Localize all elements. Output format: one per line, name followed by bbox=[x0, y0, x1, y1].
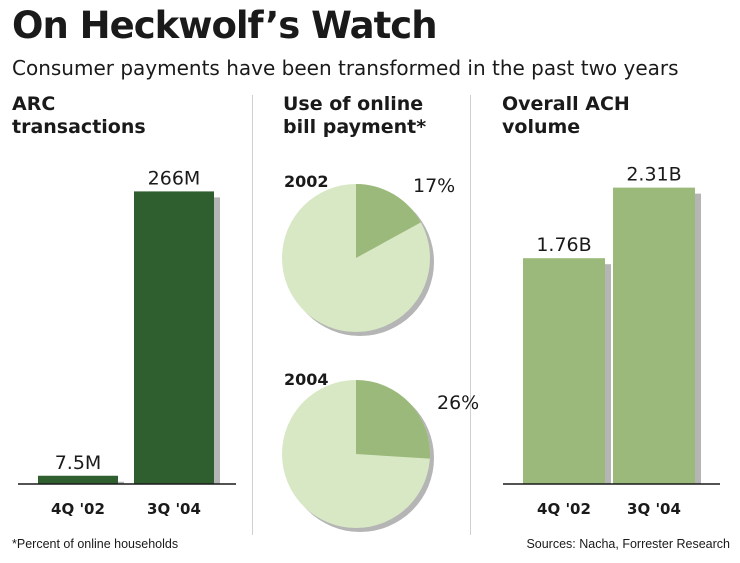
ach-category-label-2: 3Q '04 bbox=[627, 500, 681, 518]
ach-category-label-1: 4Q '02 bbox=[537, 500, 591, 518]
pie-2002-value-label: 17% bbox=[413, 175, 455, 197]
source-note: Sources: Nacha, Forrester Research bbox=[526, 537, 730, 551]
panel-divider-right bbox=[470, 95, 471, 535]
arc-value-label-2: 266M bbox=[148, 167, 201, 189]
arc-panel-title-line-2: transactions bbox=[12, 116, 146, 138]
arc-bar-2 bbox=[134, 191, 214, 484]
arc-value-label-1: 7.5M bbox=[55, 452, 102, 474]
pie-2004-value-label: 26% bbox=[437, 392, 479, 414]
pie-2004-slice bbox=[356, 380, 430, 459]
arc-panel-title-line-1: ARC bbox=[12, 93, 56, 115]
chart-subtitle: Consumer payments have been transformed … bbox=[12, 56, 679, 80]
arc-bar-1 bbox=[38, 475, 118, 484]
pie-2002-year-label: 2002 bbox=[284, 172, 329, 191]
ach-bar-2 bbox=[613, 187, 695, 485]
ach-value-label-2: 2.31B bbox=[626, 164, 681, 186]
arc-category-label-2: 3Q '04 bbox=[147, 500, 201, 518]
arc-panel-title: ARC transactions bbox=[12, 93, 172, 139]
ach-panel-title-line-2: volume bbox=[502, 116, 581, 138]
ach-bar-1 bbox=[523, 258, 605, 484]
pie-2002-slice bbox=[356, 184, 421, 258]
pie-2004-year-label: 2004 bbox=[284, 370, 329, 389]
ach-panel-title: Overall ACH volume bbox=[502, 93, 702, 139]
chart-title: On Heckwolf’s Watch bbox=[12, 4, 438, 47]
ach-value-label-1: 1.76B bbox=[536, 234, 591, 256]
ach-panel-title-line-1: Overall ACH bbox=[502, 93, 630, 115]
footnote: *Percent of online households bbox=[12, 537, 179, 551]
online-bill-panel-title-line-1: Use of online bbox=[283, 93, 424, 115]
arc-category-label-1: 4Q '02 bbox=[51, 500, 105, 518]
online-bill-panel-title-line-2: bill payment* bbox=[283, 116, 427, 138]
panel-divider-left bbox=[252, 95, 253, 535]
online-bill-panel-title: Use of online bill payment* bbox=[283, 93, 483, 139]
